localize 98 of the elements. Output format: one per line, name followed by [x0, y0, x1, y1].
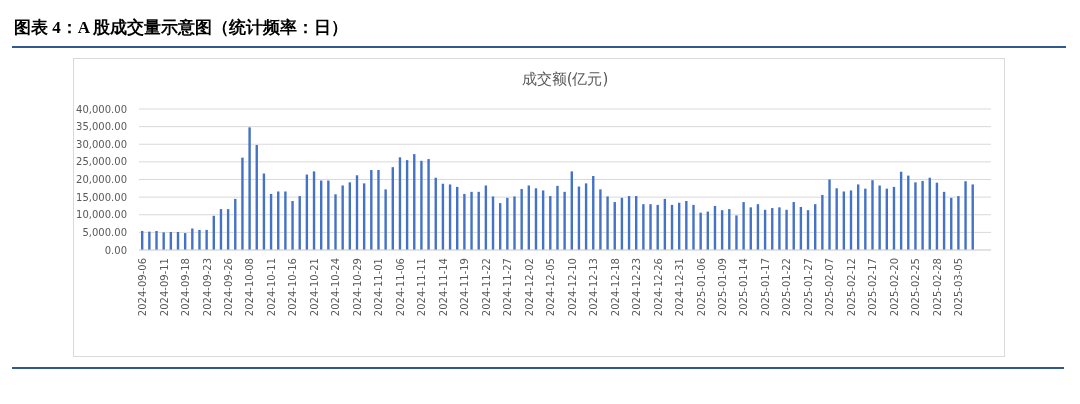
x-tick-label: 2025-02-25 [910, 258, 922, 317]
bar [291, 201, 294, 250]
bar [470, 191, 473, 250]
bar [785, 209, 788, 250]
bar [563, 191, 566, 250]
chart-subtitle: 成交额(亿元) [520, 70, 610, 89]
bar [513, 196, 516, 250]
bar [248, 127, 251, 250]
x-tick-label: 2024-11-27 [502, 258, 514, 317]
x-tick-label: 2024-12-23 [631, 258, 643, 317]
x-tick-label: 2024-10-16 [287, 258, 299, 317]
y-tick-label: 15,000.00 [76, 191, 127, 203]
bar [377, 169, 380, 250]
bar [735, 215, 738, 250]
x-tick-label: 2024-11-11 [416, 258, 428, 317]
x-tick-label: 2025-02-28 [931, 258, 943, 317]
bar [370, 169, 373, 250]
x-tick-label: 2025-02-17 [867, 258, 879, 317]
x-tick-label: 2025-02-20 [888, 258, 900, 317]
x-tick-label: 2024-12-02 [523, 258, 535, 317]
x-tick-label: 2024-12-10 [566, 258, 578, 317]
bar [964, 181, 967, 250]
y-tick-label: 10,000.00 [76, 209, 127, 221]
x-tick-label: 2024-10-08 [244, 258, 256, 317]
bar [656, 204, 659, 250]
x-tick-label: 2024-10-21 [308, 258, 320, 317]
bar [191, 228, 194, 250]
x-tick-label: 2025-01-14 [738, 258, 750, 317]
x-tick-label: 2024-11-06 [394, 258, 406, 317]
y-tick-label: 25,000.00 [76, 156, 127, 168]
bar [327, 180, 330, 250]
y-tick-label: 30,000.00 [76, 138, 127, 150]
bar [520, 189, 523, 250]
y-tick-label: 40,000.00 [76, 103, 127, 115]
x-tick-label: 2024-12-31 [674, 258, 686, 317]
x-tick-label: 2024-11-14 [437, 258, 449, 317]
x-tick-label: 2024-11-01 [373, 258, 385, 317]
bar [384, 189, 387, 250]
bar [463, 193, 466, 250]
bar [778, 207, 781, 250]
bar [420, 160, 423, 250]
x-tick-label: 2024-10-24 [330, 258, 342, 317]
bar [649, 204, 652, 250]
x-tick-label: 2024-12-13 [588, 258, 600, 317]
bar [685, 201, 688, 250]
x-tick-label: 2025-01-09 [717, 258, 729, 317]
x-tick-label: 2025-01-06 [695, 258, 707, 317]
bar [162, 232, 165, 250]
bar [606, 196, 609, 250]
bar [205, 229, 208, 250]
bar [871, 180, 874, 250]
bar [957, 196, 960, 250]
y-tick-label: 20,000.00 [76, 174, 127, 186]
bar [828, 179, 831, 250]
x-tick-label: 2025-02-07 [824, 258, 836, 317]
bar [835, 188, 838, 250]
bar [864, 188, 867, 250]
bar [821, 195, 824, 250]
x-tick-label: 2024-10-29 [351, 258, 363, 317]
bar [742, 202, 745, 250]
x-tick-label: 2025-01-27 [802, 258, 814, 317]
bar [241, 157, 244, 250]
bar [642, 204, 645, 250]
x-tick-label: 2024-09-11 [158, 258, 170, 317]
x-tick-label: 2024-09-18 [180, 258, 192, 317]
bar [556, 185, 559, 250]
bar [692, 204, 695, 250]
x-tick-label: 2024-12-26 [652, 258, 664, 317]
x-tick-label: 2024-09-23 [201, 258, 213, 317]
x-tick-label: 2024-12-05 [545, 258, 557, 317]
bar [284, 191, 287, 250]
x-tick-label: 2024-09-06 [137, 258, 149, 317]
x-tick-label: 2025-01-17 [759, 258, 771, 317]
bar [878, 185, 881, 250]
y-tick-label: 35,000.00 [76, 121, 127, 133]
x-tick-label: 2025-01-22 [781, 258, 793, 317]
bar [427, 159, 430, 250]
x-tick-label: 2025-03-05 [953, 258, 965, 317]
y-tick-label: 5,000.00 [82, 226, 127, 238]
y-tick-label: 0.00 [104, 244, 127, 256]
bar [198, 229, 201, 250]
bar [341, 185, 344, 250]
bar [599, 189, 602, 250]
x-tick-label: 2024-09-26 [223, 258, 234, 317]
x-tick-label: 2024-10-11 [265, 258, 277, 317]
bar [506, 197, 509, 250]
bar [921, 180, 924, 250]
bar [699, 212, 702, 250]
bar [148, 231, 151, 250]
bar [155, 230, 158, 250]
x-tick-label: 2024-11-22 [480, 258, 492, 317]
x-tick-label: 2025-02-12 [845, 258, 857, 317]
bar [334, 194, 337, 250]
x-tick-label: 2024-12-18 [609, 258, 621, 317]
x-tick-label: 2024-11-19 [459, 258, 471, 317]
bar [914, 182, 917, 250]
bar [549, 196, 552, 250]
chart-title: 图表 4：A 股成交量示意图（统计频率：日） [14, 17, 349, 39]
